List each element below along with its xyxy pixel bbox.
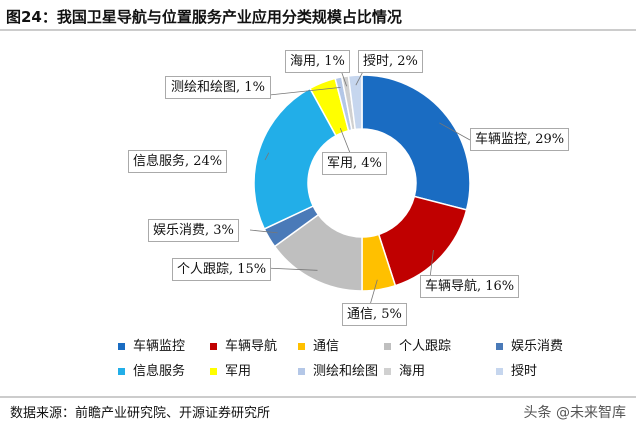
legend-swatch — [496, 368, 503, 375]
data-label: 车辆监控, 29% — [470, 128, 570, 151]
legend-label: 军用 — [225, 364, 252, 379]
donut-slice — [377, 195, 468, 287]
data-label: 通信, 5% — [342, 303, 407, 326]
leader-line — [439, 122, 471, 141]
legend-swatch — [118, 343, 125, 350]
data-label: 娱乐消费, 3% — [148, 219, 239, 242]
legend-swatch — [384, 368, 391, 375]
legend-item: 授时 — [496, 360, 537, 379]
data-label: 个人跟踪, 15% — [172, 258, 272, 281]
leader-line — [264, 152, 270, 161]
data-label: 测绘和绘图, 1% — [165, 76, 271, 99]
watermark: 头条 @未来智库 — [523, 405, 626, 421]
data-label: 海用, 1% — [285, 50, 350, 73]
source: 数据来源：前瞻产业研究院、开源证券研究所 — [10, 406, 271, 421]
legend-label: 个人跟踪 — [399, 339, 452, 354]
legend-label: 车辆导航 — [225, 339, 278, 354]
legend-item: 海用 — [384, 360, 425, 379]
title: 图24：我国卫星导航与位置服务产业应用分类规模占比情况 — [6, 8, 402, 26]
legend-item: 车辆监控 — [118, 335, 185, 354]
legend-swatch — [210, 368, 217, 375]
data-label: 车辆导航, 16% — [420, 275, 520, 298]
leader-line — [264, 267, 318, 271]
leader-line — [259, 86, 341, 97]
data-label: 军用, 4% — [322, 152, 387, 175]
legend-item: 车辆导航 — [210, 335, 277, 354]
donut-slice — [361, 74, 471, 211]
legend-label: 测绘和绘图 — [313, 364, 379, 379]
legend-swatch — [298, 368, 305, 375]
leader-line — [369, 279, 378, 306]
legend-item: 信息服务 — [118, 360, 185, 379]
legend-swatch — [118, 368, 125, 375]
leader-line — [429, 250, 434, 279]
legend-label: 海用 — [399, 364, 426, 379]
legend-item: 军用 — [210, 360, 251, 379]
legend-label: 通信 — [313, 339, 340, 354]
legend-label: 车辆监控 — [133, 339, 186, 354]
legend-label: 信息服务 — [133, 364, 186, 379]
donut-slice — [253, 87, 338, 230]
data-label: 信息服务, 24% — [128, 150, 228, 173]
legend-label: 授时 — [511, 364, 538, 379]
legend-label: 娱乐消费 — [511, 339, 564, 354]
data-label: 授时, 2% — [358, 50, 423, 73]
legend-swatch — [496, 343, 503, 350]
legend-swatch — [210, 343, 217, 350]
legend-swatch — [384, 343, 391, 350]
donut-slice — [347, 74, 363, 131]
legend-item: 测绘和绘图 — [298, 360, 378, 379]
legend-item: 个人跟踪 — [384, 335, 451, 354]
legend-item: 通信 — [298, 335, 339, 354]
legend-swatch — [298, 343, 305, 350]
legend-item: 娱乐消费 — [496, 335, 563, 354]
leader-line — [249, 229, 278, 234]
